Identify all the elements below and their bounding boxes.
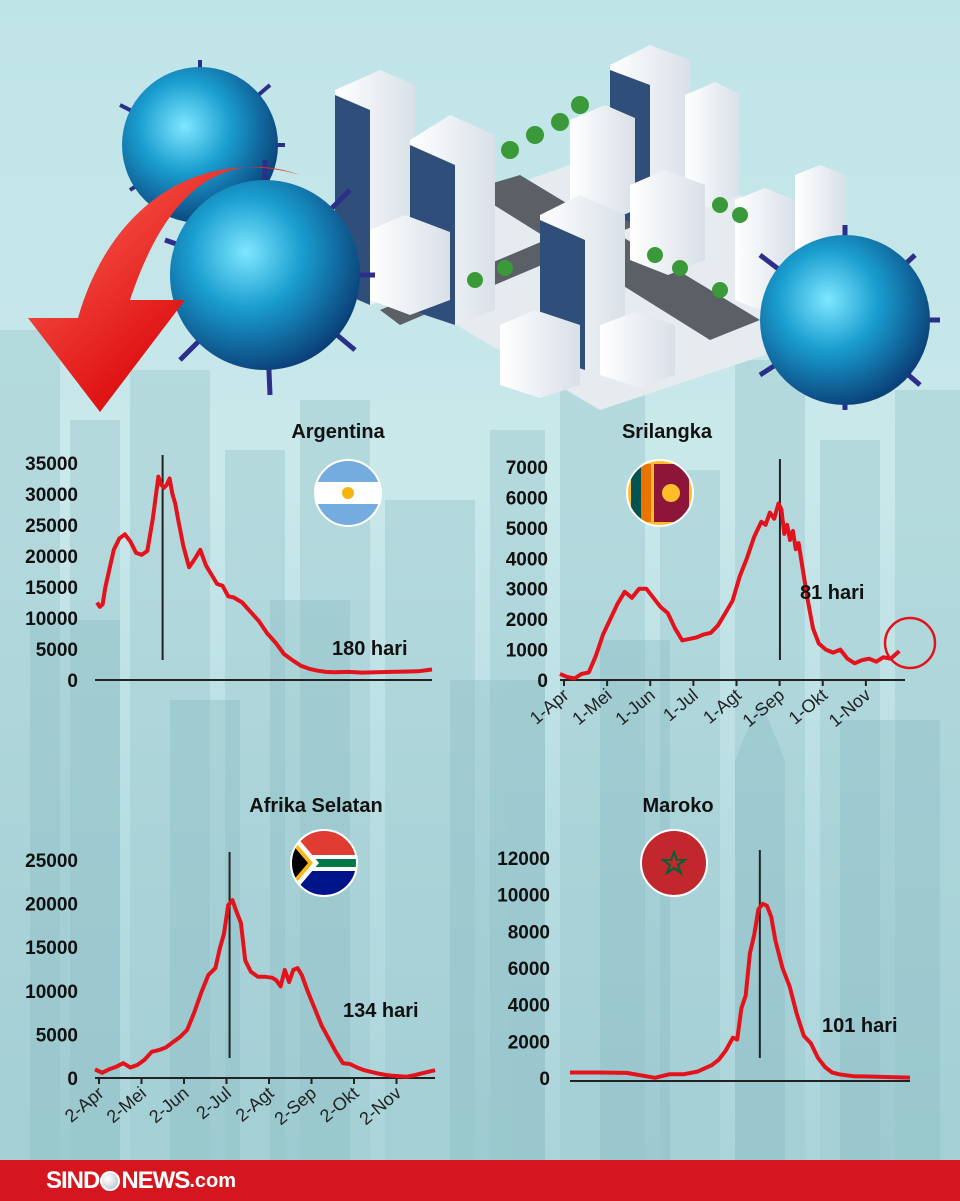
x-tick-label: 1-Jul (659, 685, 702, 725)
logo-text-left: SIND (46, 1167, 100, 1194)
y-tick-label: 15000 (25, 578, 78, 599)
hero-illustration (28, 45, 940, 412)
y-tick-label: 10000 (497, 886, 550, 907)
down-arrow-icon (28, 166, 300, 412)
x-tick-label: 2-Okt (316, 1083, 363, 1127)
chart-title: Srilangka (622, 421, 713, 443)
chart-srilangka: Srilangka 70006000500040003000200010000 … (506, 421, 937, 731)
y-tick-label: 4000 (506, 549, 548, 570)
y-tick-label: 5000 (36, 640, 78, 661)
y-tick-label: 10000 (25, 609, 78, 630)
x-tick-label: 1-Okt (785, 685, 832, 729)
days-annotation: 101 hari (822, 1015, 898, 1037)
south-africa-flag-icon (290, 829, 358, 897)
srilanka-flag-icon (626, 459, 694, 527)
days-annotation: 180 hari (332, 638, 408, 660)
x-tick-label: 1-Agt (699, 685, 745, 728)
x-tick-label: 2-Agt (232, 1083, 278, 1126)
days-annotation: 134 hari (343, 1000, 419, 1022)
y-tick-label: 3000 (506, 580, 548, 601)
highlight-circle (883, 616, 937, 670)
y-tick-label: 1000 (506, 641, 548, 662)
chart-title: Argentina (291, 421, 385, 443)
virus-center (164, 160, 375, 396)
y-tick-label: 5000 (36, 1025, 78, 1046)
series-line (94, 898, 436, 1079)
y-tick-label: 0 (67, 671, 78, 692)
y-tick-label: 6000 (508, 959, 550, 980)
y-tick-label: 0 (67, 1069, 78, 1090)
y-tick-label: 20000 (25, 547, 78, 568)
y-tick-label: 7000 (506, 458, 548, 479)
x-tick-label: 1-Jun (611, 685, 658, 729)
y-tick-label: 12000 (497, 849, 550, 870)
x-tick-label: 1-Mei (568, 685, 615, 729)
y-tick-label: 0 (539, 1069, 550, 1090)
globe-icon (100, 1171, 121, 1191)
morocco-flag-icon (640, 829, 708, 897)
chart-title: Afrika Selatan (249, 795, 382, 817)
logo-suffix: .com (189, 1169, 237, 1192)
y-tick-label: 10000 (25, 982, 78, 1003)
y-tick-label: 35000 (25, 454, 78, 475)
y-tick-label: 15000 (25, 938, 78, 959)
y-tick-label: 5000 (506, 519, 548, 540)
days-annotation: 81 hari (800, 582, 864, 604)
chart-maroko: Maroko 12000 10000 8000 6000 4000 2000 0 101 h… (497, 795, 911, 1090)
x-tick-label: 2-Mei (103, 1083, 150, 1127)
x-tick-label: 1-Sep (739, 685, 789, 731)
brand-logo[interactable]: SIND NEWS .com (46, 1165, 236, 1197)
chart-afrika-selatan: Afrika Selatan 25000 20000 15000 10000 5000 0… (25, 795, 436, 1129)
y-tick-label: 25000 (25, 851, 78, 872)
footer-bar: SIND NEWS .com (0, 1160, 960, 1201)
y-tick-label: 30000 (25, 485, 78, 506)
y-tick-label: 20000 (25, 895, 78, 916)
chart-title: Maroko (642, 795, 713, 817)
y-tick-label: 2000 (506, 610, 548, 631)
city-trees (467, 96, 748, 298)
x-tick-label: 1-Nov (825, 685, 875, 731)
y-tick-label: 6000 (506, 488, 548, 509)
x-tick-label: 1-Apr (526, 685, 573, 729)
x-tick-label: 2-Sep (270, 1083, 320, 1129)
series-line (559, 501, 901, 681)
y-tick-label: 4000 (508, 996, 550, 1017)
y-tick-label: 25000 (25, 516, 78, 537)
virus-right (758, 225, 940, 410)
series-line (570, 901, 911, 1080)
x-tick-label: 2-Jun (145, 1083, 192, 1127)
series-line (95, 474, 433, 675)
logo-text-right: NEWS (121, 1167, 190, 1194)
y-tick-label: 2000 (508, 1032, 550, 1053)
y-tick-label: 8000 (508, 922, 550, 943)
x-tick-label: 2-Jul (192, 1083, 235, 1123)
y-tick-label: 0 (537, 671, 548, 692)
x-tick-label: 2-Nov (355, 1083, 405, 1129)
chart-argentina: Argentina 35000 30000 25000 20000 15000 10000… (25, 421, 433, 692)
argentina-flag-icon (314, 459, 382, 527)
